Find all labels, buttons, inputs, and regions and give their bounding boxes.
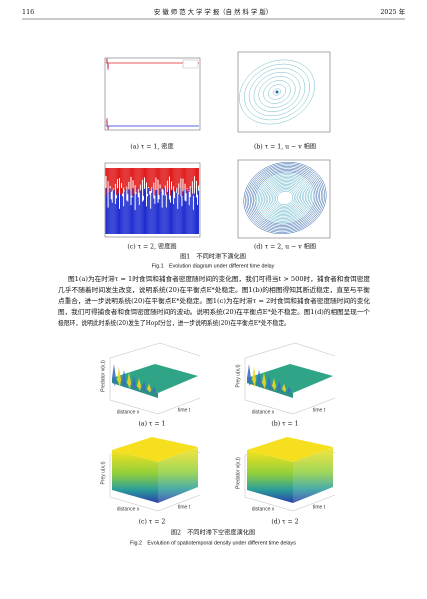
phase-orbit [265,181,305,215]
panel-caption: (d) τ = 2, u − v 相图 [254,243,316,251]
x-axis-label: distance x [252,506,275,512]
panel-caption: (a) τ = 1, 密度 [130,143,173,151]
phase-orbit [258,76,296,108]
phase-orbit [260,177,310,219]
body-line: 图，我们可得捕食者和食饵密度随时间的波动。说明系统(20)在平衡点E*处不稳定。… [58,307,371,316]
body-line: 点重合，进一步说明系统(20)在平衡点E*处稳定。图1(c)为在时滞τ = 2时… [58,296,371,305]
z-axis-label: Predator v(x,t) [235,457,241,489]
phase-orbit [270,185,300,211]
phase-orbit [251,168,319,228]
phase-orbit [264,179,306,217]
wave-spike [127,372,131,390]
journal-title: 安 徽 师 范 大 学 学 报（自 然 科 学 版） [154,7,272,16]
z-axis-label: Prey u(x,t) [100,461,106,484]
figure-caption-en: Fig.2 Evolution of spatiotemporal densit… [130,540,296,546]
wave-spike [132,375,136,390]
phase-orbit [248,67,306,117]
wave-spike [147,383,151,393]
phase-orbit [253,170,317,226]
surface-top [247,364,333,393]
panel-caption: (c) τ = 2 [139,519,166,526]
phase-orbit [273,188,297,208]
figure-caption: 图2 不同时滞下空密度演化图 [171,529,255,537]
z-axis-label: Predator v(x,t) [100,360,106,392]
wave-spike [282,383,286,393]
wave-spike [112,364,116,387]
phase-orbit [248,166,322,230]
phase-orbit [272,186,298,210]
plot-frame [237,51,331,133]
wave-spike [247,364,251,387]
phase-orbit [275,189,295,207]
panel-caption: (b) τ = 1, u − v 相图 [254,143,316,151]
body-line: 图1(a)为在时滞τ = 1时食饵和捕食者密度随时间的变化图，我们可得当t > … [68,274,371,283]
phase-orbit [268,184,302,212]
wave-spike [287,386,291,394]
phase-orbit [239,59,315,125]
y-axis-label: time t [178,504,191,510]
phase-orbit [249,167,321,229]
surface-side [293,447,333,503]
phase-orbit [262,178,308,218]
phase-orbit [268,84,286,100]
phase-orbit [267,182,303,214]
figure-2: Predator v(x,t) distance x time t Prey u(x,… [100,342,336,512]
figure-caption: 图1 不同时滞下演化图 [180,253,246,261]
page-number: 116 [22,8,34,16]
body-line: 极限环，说明此时系统(20)发生了Hopf分岔，进一步说明系统(20)在平衡点E… [58,318,290,327]
panel-caption: (b) τ = 1 [271,421,298,428]
panel-caption: (c) τ = 2, 密度图 [127,243,176,251]
legend-box [182,59,199,69]
phase-orbit [246,164,324,232]
plot-frame [104,57,201,131]
year: 2025 年 [380,7,405,16]
wave-spike [272,378,276,391]
panel-caption: (a) τ = 1 [139,421,166,428]
axes-box [109,342,201,415]
phase-orbit [245,163,325,233]
surface-top [112,437,198,462]
axes-box [244,342,336,415]
wave-spike [277,380,281,392]
phase-orbit [256,172,314,224]
x-axis-label: distance x [252,409,275,415]
wave-spike [252,366,256,388]
figure-1 [104,51,331,239]
equilibrium [275,90,279,94]
y-axis-label: time t [313,504,326,510]
surface-side [158,447,198,503]
wave-spike [122,369,126,389]
z-axis-label: Prey u(x,t) [235,364,241,387]
wave-spike [257,369,261,389]
x-axis-label: distance x [117,409,140,415]
surface-top [247,437,333,462]
phase-orbit [244,63,310,121]
body-line: 几乎不随着时间发生改变，说明系统(20)在平衡点E*处稳定。图1(b)的相图得知… [58,285,371,294]
surface-front [247,450,293,503]
surface-front [112,450,158,503]
figure-caption-en: Fig.1 Evolution diagram under different … [152,263,275,269]
phase-orbit [257,174,313,222]
transient [105,57,110,131]
y-axis-label: time t [313,407,326,413]
wave-spike [262,372,266,390]
surface-top [112,364,198,393]
wave-spike [267,375,271,390]
phase-orbit [254,171,316,225]
phase-orbit [259,175,311,221]
x-axis-label: distance x [117,506,140,512]
y-axis-label: time t [178,407,191,413]
panel-caption: (d) τ = 2 [271,519,298,526]
phase-orbit [253,72,301,112]
phase-orbit [272,88,282,96]
wave-spike [137,378,141,391]
wave-spike [152,386,156,394]
wave-spike [142,380,146,392]
wave-spike [117,366,121,388]
phase-orbit [263,80,291,104]
phase-orbit [243,161,327,235]
phase-orbit [276,190,294,206]
